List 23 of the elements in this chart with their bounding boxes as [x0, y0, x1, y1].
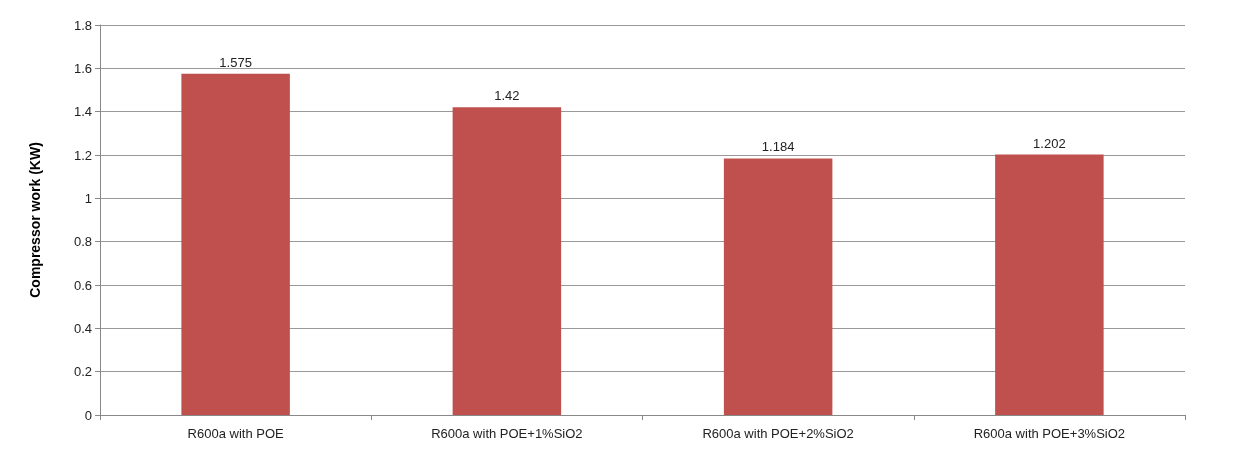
- data-label: 1.184: [761, 139, 795, 155]
- y-tick-label: 0.4: [73, 320, 92, 336]
- bar: [995, 154, 1104, 415]
- y-tick-label: 0.2: [73, 364, 92, 380]
- y-tick-label: 1: [84, 190, 92, 206]
- bar: [452, 107, 562, 415]
- y-tick-label: 1.6: [73, 60, 92, 76]
- x-tick-label: R600a with POE: [187, 426, 284, 441]
- data-label: 1.202: [1033, 135, 1066, 151]
- y-axis-title: Compressor work (KW): [27, 142, 43, 298]
- y-tick-label: 0.8: [73, 234, 92, 250]
- y-tick-label: 1.2: [73, 147, 92, 163]
- bar: [181, 73, 290, 415]
- y-tick-label: 0: [84, 407, 92, 423]
- y-tick-label: 1.4: [73, 104, 92, 120]
- x-tick-label: R600a with POE+3%SiO2: [973, 426, 1126, 441]
- data-label: 1.42: [494, 88, 520, 104]
- bar: [723, 158, 833, 415]
- data-label: 1.575: [219, 54, 252, 70]
- y-tick-label: 1.8: [73, 17, 92, 33]
- x-tick-label: R600a with POE+1%SiO2: [431, 426, 583, 441]
- y-tick-label: 0.6: [73, 277, 92, 293]
- x-tick-label: R600a with POE+2%SiO2: [702, 426, 854, 441]
